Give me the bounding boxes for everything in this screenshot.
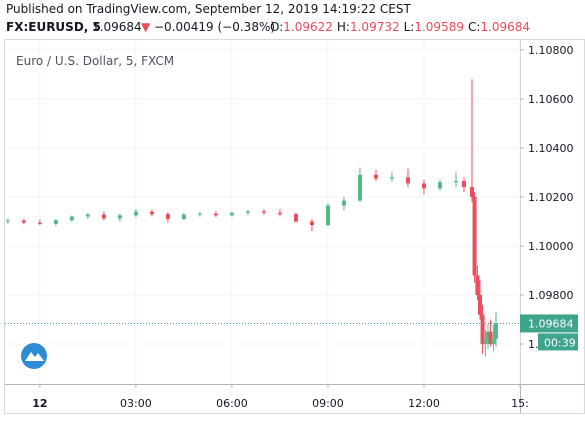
change-arrow: ▼ xyxy=(141,20,151,34)
candle-body xyxy=(488,331,493,345)
x-tick-label: 03:00 xyxy=(120,397,152,410)
candle-body xyxy=(261,211,266,213)
candle-body xyxy=(181,214,186,219)
candle-body xyxy=(277,212,282,215)
legend: Euro / U.S. Dollar, 5, FXCM xyxy=(16,54,174,68)
candle-body xyxy=(53,220,58,224)
y-tick-label: 1.09800 xyxy=(528,289,574,302)
candle-body xyxy=(357,174,362,201)
ohlc-label: O: xyxy=(270,20,283,34)
ohlc-label: L: xyxy=(404,20,415,34)
candle-body xyxy=(421,183,426,189)
ohlc-group: O: 1.09622 H: 1.09732 L: 1.09589 C: 1.09684 xyxy=(270,20,530,34)
candle-body xyxy=(461,180,466,188)
candle-body xyxy=(341,200,346,206)
y-tick-label: 1.10800 xyxy=(528,44,574,57)
ohlc-value: 1.09732 xyxy=(350,20,400,34)
candle-body xyxy=(491,338,496,345)
candle-body xyxy=(245,211,250,213)
candle-body xyxy=(477,294,482,315)
last-price-label: 1.09684 xyxy=(528,317,574,330)
candle-body xyxy=(37,222,42,224)
y-tick-label: 1.10400 xyxy=(528,142,574,155)
y-tick-label: 1.10000 xyxy=(528,240,574,253)
countdown: 00:39 xyxy=(544,336,576,349)
x-tick-label: 12:00 xyxy=(408,397,440,410)
candle-body xyxy=(483,339,488,345)
candle-body xyxy=(101,214,106,219)
candle-body xyxy=(325,205,330,226)
ohlc-value: 1.09589 xyxy=(414,20,464,34)
ohlc-value: 1.09622 xyxy=(283,20,333,34)
x-tick-label: 15: xyxy=(511,397,529,410)
candle-body xyxy=(69,216,74,221)
ohlc-label: C: xyxy=(468,20,480,34)
candle-body xyxy=(309,221,314,226)
candle-body xyxy=(213,213,218,216)
candle-body xyxy=(469,187,474,197)
y-tick-label: 1.10200 xyxy=(528,191,574,204)
candle-body xyxy=(389,177,394,179)
candle-body xyxy=(117,215,122,219)
candle-body xyxy=(229,212,234,216)
y-tick-label: 1.10600 xyxy=(528,93,574,106)
candle-body xyxy=(21,220,26,223)
chart-frame xyxy=(4,39,585,414)
candle-body xyxy=(5,220,10,222)
logo xyxy=(21,343,47,369)
published-line: Published on TradingView.com, September … xyxy=(6,2,412,16)
candle-body xyxy=(149,211,154,215)
countdown-box xyxy=(538,333,578,351)
candle-body xyxy=(293,214,298,222)
ohlc-label: H: xyxy=(337,20,350,34)
x-tick-label: 06:00 xyxy=(216,397,248,410)
candle-body xyxy=(480,314,485,345)
candle-body xyxy=(133,211,138,216)
candle-body xyxy=(493,323,498,339)
candle-body xyxy=(475,275,480,295)
x-tick-label: 09:00 xyxy=(312,397,344,410)
candle-body xyxy=(197,213,202,215)
candle-body xyxy=(85,214,90,217)
ohlc-value: 1.09684 xyxy=(480,20,530,34)
candle-body xyxy=(437,182,442,189)
symbol: FX:EURUSD, 5 xyxy=(6,20,101,34)
change: −0.00419 (−0.38%) xyxy=(154,20,275,34)
candle-body xyxy=(165,214,170,219)
last-price-box xyxy=(520,314,578,333)
price: 1.09684 xyxy=(92,20,142,34)
candle-body xyxy=(373,174,378,179)
candle-body xyxy=(453,180,458,183)
candle-body xyxy=(485,331,490,340)
plot xyxy=(5,79,498,357)
x-tick-label: 12 xyxy=(32,397,47,410)
candle-body xyxy=(405,177,410,184)
candle-body xyxy=(472,196,477,276)
